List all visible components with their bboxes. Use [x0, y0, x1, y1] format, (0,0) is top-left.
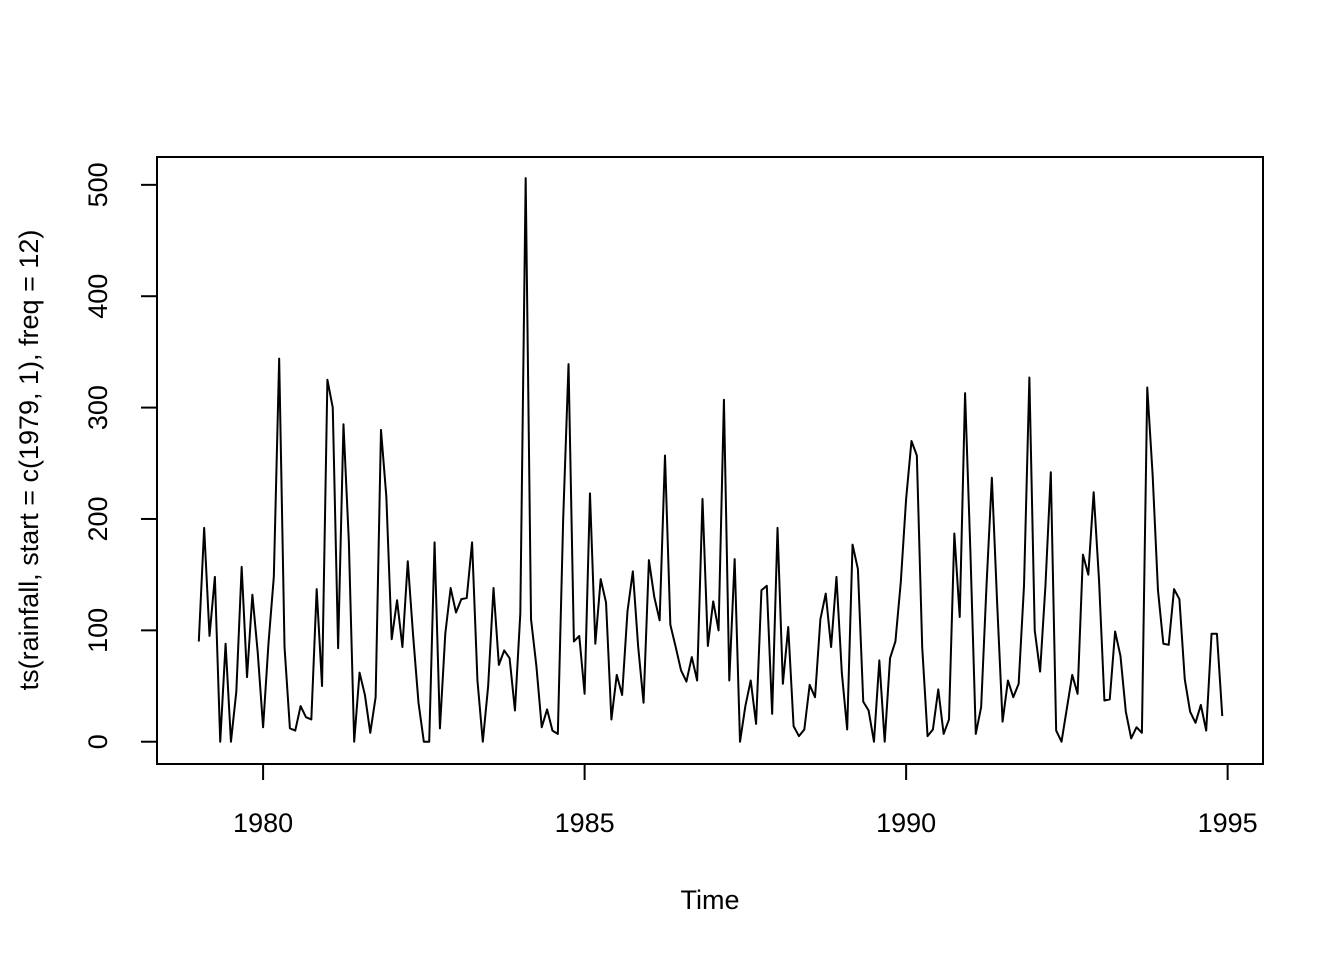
x-tick-label: 1980 — [233, 808, 293, 838]
x-tick-label: 1995 — [1198, 808, 1258, 838]
y-tick-label: 300 — [83, 385, 113, 430]
y-tick-label: 400 — [83, 274, 113, 319]
series-layer — [197, 177, 1224, 743]
y-tick-label: 0 — [83, 734, 113, 749]
y-tick-label: 500 — [83, 162, 113, 207]
y-tick-label: 200 — [83, 496, 113, 541]
y-axis-title: ts(rainfall, start = c(1979, 1), freq = … — [14, 230, 44, 691]
x-axis-title: Time — [681, 885, 740, 915]
x-tick-label: 1985 — [555, 808, 615, 838]
x-axis: 1980 1985 1990 1995 — [233, 763, 1258, 838]
y-axis: 0 100 200 300 400 500 — [83, 162, 158, 749]
x-tick-label: 1990 — [876, 808, 936, 838]
y-tick-label: 100 — [83, 608, 113, 653]
rainfall-series-line — [197, 177, 1224, 743]
